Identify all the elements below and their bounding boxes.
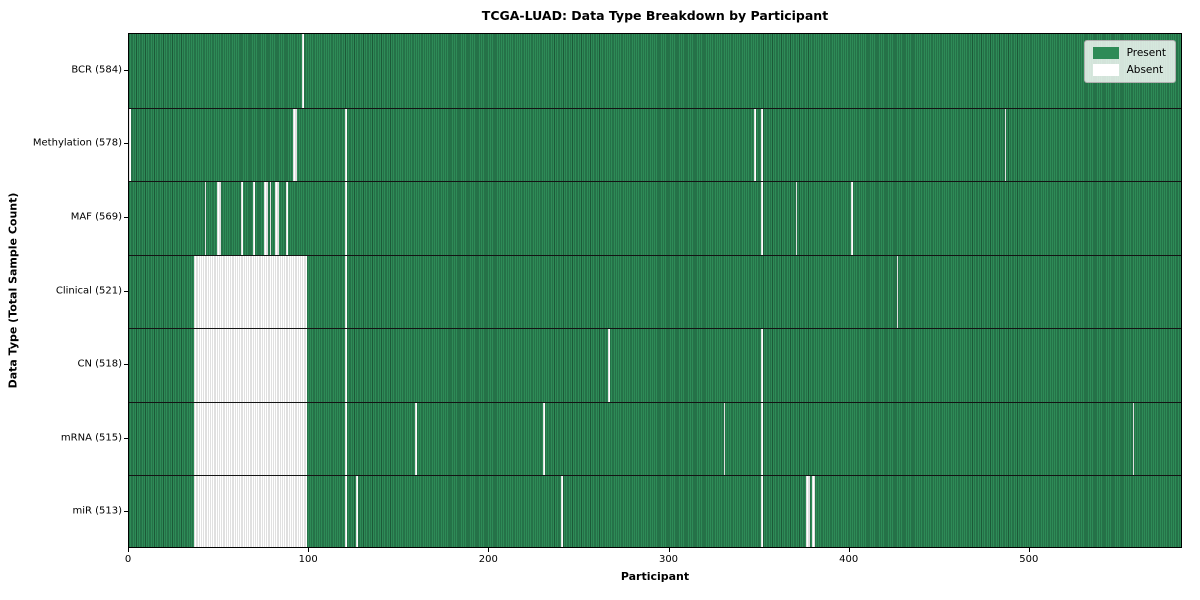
y-tick-mark — [124, 143, 128, 145]
y-tick-mark — [124, 437, 128, 439]
absent-stripe — [761, 328, 764, 402]
absent-stripe — [608, 328, 611, 402]
legend-entry-present: Present — [1092, 47, 1166, 59]
heatmap-row-mir — [129, 475, 1181, 547]
heatmap-row-maf — [129, 181, 1181, 255]
absent-stripe — [1004, 107, 1007, 182]
x-tick-label: 400 — [839, 554, 859, 565]
absent-stripe — [761, 107, 764, 182]
plot-area: Present Absent — [128, 33, 1182, 548]
x-tick-mark — [308, 548, 310, 552]
row-separator — [129, 401, 1181, 403]
x-axis-label: Participant — [620, 570, 690, 583]
absent-swatch — [1092, 64, 1119, 76]
legend-label-absent: Absent — [1126, 64, 1164, 76]
x-tick-mark — [488, 548, 490, 552]
absent-stripe — [761, 401, 764, 476]
absent-stripe — [193, 401, 308, 476]
row-separator — [129, 328, 1181, 330]
y-tick-label-mrna: mRNA (515) — [60, 432, 122, 444]
x-tick-label: 500 — [1019, 554, 1039, 565]
y-tick-mark — [124, 511, 128, 513]
y-tick-label-maf: MAF (569) — [70, 211, 122, 223]
absent-stripe — [253, 181, 256, 255]
absent-stripe — [345, 328, 347, 402]
x-tick-label: 300 — [658, 554, 679, 565]
row-separator — [129, 181, 1181, 183]
absent-stripe — [811, 475, 816, 547]
absent-stripe — [896, 254, 899, 329]
absent-stripe — [543, 401, 546, 476]
y-tick-label-mir: miR (513) — [72, 505, 122, 517]
present-swatch — [1092, 47, 1119, 59]
y-axis-label: Data Type (Total Sample Count) — [6, 192, 20, 389]
absent-stripe — [795, 181, 798, 255]
x-tick-label: 0 — [124, 554, 132, 565]
absent-stripe — [193, 475, 308, 547]
y-tick-mark — [124, 216, 128, 218]
x-tick-mark — [668, 548, 670, 552]
absent-stripe — [274, 181, 279, 255]
absent-stripe — [292, 107, 297, 182]
x-tick-label: 200 — [478, 554, 498, 565]
row-separator — [129, 107, 1181, 109]
legend: Present Absent — [1083, 40, 1176, 83]
absent-stripe — [193, 328, 308, 402]
chart-title: TCGA-LUAD: Data Type Breakdown by Partic… — [481, 8, 829, 23]
absent-stripe — [301, 34, 304, 108]
y-tick-mark — [124, 364, 128, 366]
legend-entry-absent: Absent — [1092, 64, 1166, 76]
y-tick-mark — [124, 69, 128, 71]
legend-label-present: Present — [1126, 47, 1166, 59]
y-tick-mark — [124, 290, 128, 292]
absent-stripe — [285, 181, 288, 255]
heatmap-row-methylation — [129, 107, 1181, 182]
x-tick-mark — [128, 548, 129, 552]
absent-stripe — [204, 181, 207, 255]
absent-stripe — [193, 254, 308, 329]
x-tick-mark — [848, 548, 850, 552]
absent-stripe — [761, 475, 764, 547]
absent-stripe — [806, 475, 811, 547]
absent-stripe — [345, 401, 347, 476]
x-tick-mark — [1028, 548, 1030, 552]
heatmap-row-bcr — [129, 34, 1181, 108]
y-tick-label-clinical: Clinical (521) — [55, 285, 122, 296]
absent-stripe — [1132, 401, 1135, 476]
y-tick-label-methylation: Methylation (578) — [32, 137, 122, 149]
absent-stripe — [345, 475, 347, 547]
x-tick-label: 100 — [298, 554, 318, 565]
absent-stripe — [345, 254, 347, 329]
absent-stripe — [415, 401, 418, 476]
absent-stripe — [561, 475, 564, 547]
absent-stripe — [269, 181, 272, 255]
absent-stripe — [356, 475, 358, 547]
absent-stripe — [345, 181, 347, 255]
row-separator — [129, 254, 1181, 256]
heatmap-row-cn — [129, 328, 1181, 402]
y-tick-label-cn: CN (518) — [77, 358, 122, 370]
heatmap-row-mrna — [129, 401, 1181, 476]
row-separator — [129, 475, 1181, 477]
absent-stripe — [851, 181, 854, 255]
absent-stripe — [240, 181, 243, 255]
absent-stripe — [723, 401, 726, 476]
absent-stripe — [345, 107, 347, 182]
absent-stripe — [754, 107, 756, 182]
y-tick-label-bcr: BCR (584) — [71, 64, 122, 76]
heatmap-row-clinical — [129, 254, 1181, 329]
absent-stripe — [761, 181, 764, 255]
absent-stripe — [217, 181, 221, 255]
absent-stripe — [129, 107, 131, 182]
absent-stripe — [264, 181, 268, 255]
